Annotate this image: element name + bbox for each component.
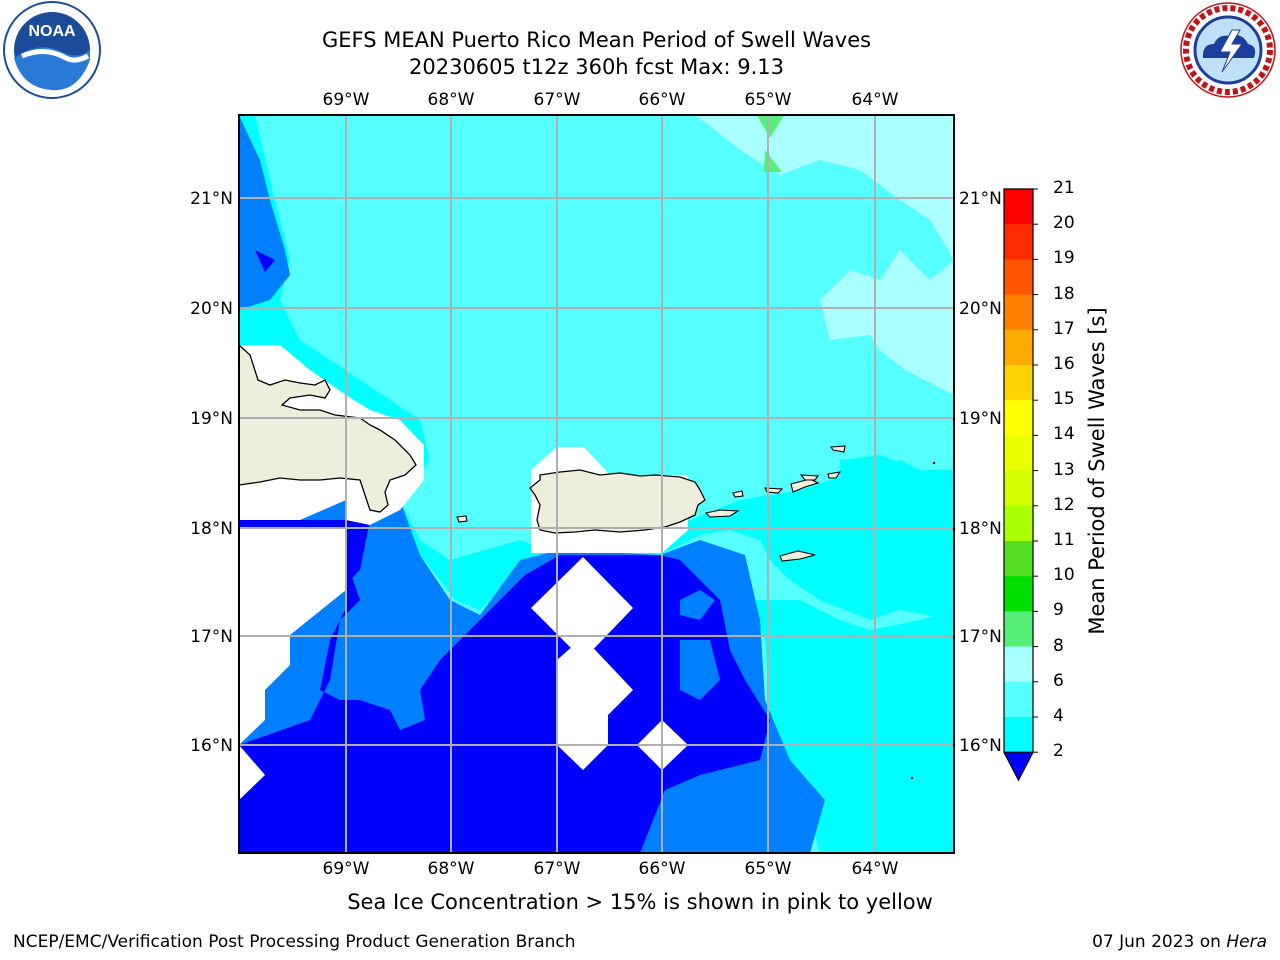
swell-period-field (239, 115, 954, 853)
colorbar-segment (1004, 646, 1033, 683)
colorbar-segment (1004, 224, 1033, 260)
colorbar-segment (1004, 541, 1033, 577)
colorbar-segment (1004, 611, 1033, 648)
colorbar-segment (1004, 435, 1033, 472)
colorbar-level-label: 11 (1053, 530, 1075, 550)
land-hispaniola (239, 344, 417, 513)
colorbar-level-label: 6 (1053, 670, 1064, 691)
lat-tick-right: 19°N (959, 409, 1002, 429)
colorbar-segment (1004, 259, 1033, 296)
colorbar-segment (1004, 717, 1033, 753)
colorbar-level-label: 12 (1053, 494, 1075, 515)
noaa-logo: NOAA (3, 1, 101, 99)
colorbar-level-label: 4 (1053, 706, 1064, 726)
contour-9-10 (757, 115, 784, 138)
colorbar-segment (1004, 400, 1033, 436)
lat-tick-right: 16°N (959, 736, 1002, 756)
lat-tick-right: 17°N (959, 627, 1002, 647)
colorbar-level-label: 10 (1053, 565, 1075, 586)
lat-tick-left: 17°N (190, 627, 233, 647)
lon-tick-top: 69°W (323, 90, 370, 110)
colorbar-segment (1004, 329, 1033, 366)
lon-tick-top: 67°W (534, 90, 581, 110)
colorbar-title: Mean Period of Swell Waves [s] (1085, 307, 1109, 635)
lat-tick-right: 18°N (959, 519, 1002, 539)
lat-tick-left: 20°N (190, 299, 233, 319)
lon-tick-bottom: 64°W (852, 859, 899, 879)
colorbar-segment (1004, 505, 1033, 542)
lon-tick-top: 65°W (745, 90, 792, 110)
lon-tick-bottom: 66°W (639, 859, 686, 879)
lon-tick-top: 64°W (852, 90, 899, 110)
colorbar-level-label: 8 (1053, 635, 1064, 656)
lon-tick-bottom: 65°W (745, 859, 792, 879)
footer-machine: Hera (1226, 932, 1267, 952)
colorbar-level-label: 15 (1053, 389, 1075, 410)
colorbar-segment (1004, 576, 1033, 612)
nws-logo (1180, 2, 1276, 98)
footer-date: 07 Jun 2023 on Hera (1092, 932, 1267, 952)
colorbar-level-label: 17 (1053, 318, 1075, 339)
colorbar-segment (1004, 189, 1033, 225)
footer-date-text: 07 Jun 2023 on (1092, 932, 1227, 952)
colorbar-extend-min (1003, 751, 1034, 782)
noaa-logo-text: NOAA (28, 23, 76, 40)
lon-tick-top: 66°W (639, 90, 686, 110)
contour-8-9 (695, 115, 954, 395)
colorbar-segment (1004, 365, 1033, 401)
colorbar-level-label: 16 (1053, 354, 1075, 374)
lon-tick-top: 68°W (428, 90, 475, 110)
contour-lt2-south (239, 555, 770, 853)
contour-2-4-nw (239, 115, 290, 310)
lat-tick-left: 21°N (190, 189, 233, 209)
colorbar-segment (1004, 681, 1033, 718)
colorbar-level-label: 14 (1053, 424, 1075, 445)
colorbar-level-label: 21 (1053, 178, 1075, 198)
colorbar-level-label: 13 (1053, 459, 1075, 480)
colorbar (1003, 188, 1038, 782)
lat-tick-left: 16°N (190, 736, 233, 756)
sea-ice-note: Sea Ice Concentration > 15% is shown in … (347, 890, 933, 914)
footer-org: NCEP/EMC/Verification Post Processing Pr… (13, 932, 576, 952)
map-frame (238, 114, 955, 854)
lat-tick-left: 18°N (190, 519, 233, 539)
colorbar-level-label: 19 (1053, 248, 1075, 269)
chart-subtitle: 20230605 t12z 360h fcst Max: 9.13 (409, 55, 784, 79)
lon-tick-bottom: 67°W (534, 859, 581, 879)
map-gridlines (239, 115, 954, 853)
chart-title: GEFS MEAN Puerto Rico Mean Period of Swe… (321, 28, 872, 52)
lat-tick-right: 21°N (959, 189, 1002, 209)
lat-tick-right: 20°N (959, 299, 1002, 319)
colorbar-level-label: 2 (1053, 741, 1064, 762)
lon-tick-bottom: 68°W (428, 859, 475, 879)
lat-tick-left: 19°N (190, 409, 233, 429)
colorbar-level-label: 20 (1053, 213, 1075, 234)
colorbar-level-label: 18 (1053, 283, 1075, 304)
contour-4-6 (239, 115, 954, 620)
lon-tick-bottom: 69°W (323, 859, 370, 879)
colorbar-level-label: 9 (1053, 600, 1064, 621)
colorbar-segment (1004, 294, 1033, 331)
no-data-west (239, 528, 346, 745)
colorbar-segment (1004, 470, 1033, 507)
